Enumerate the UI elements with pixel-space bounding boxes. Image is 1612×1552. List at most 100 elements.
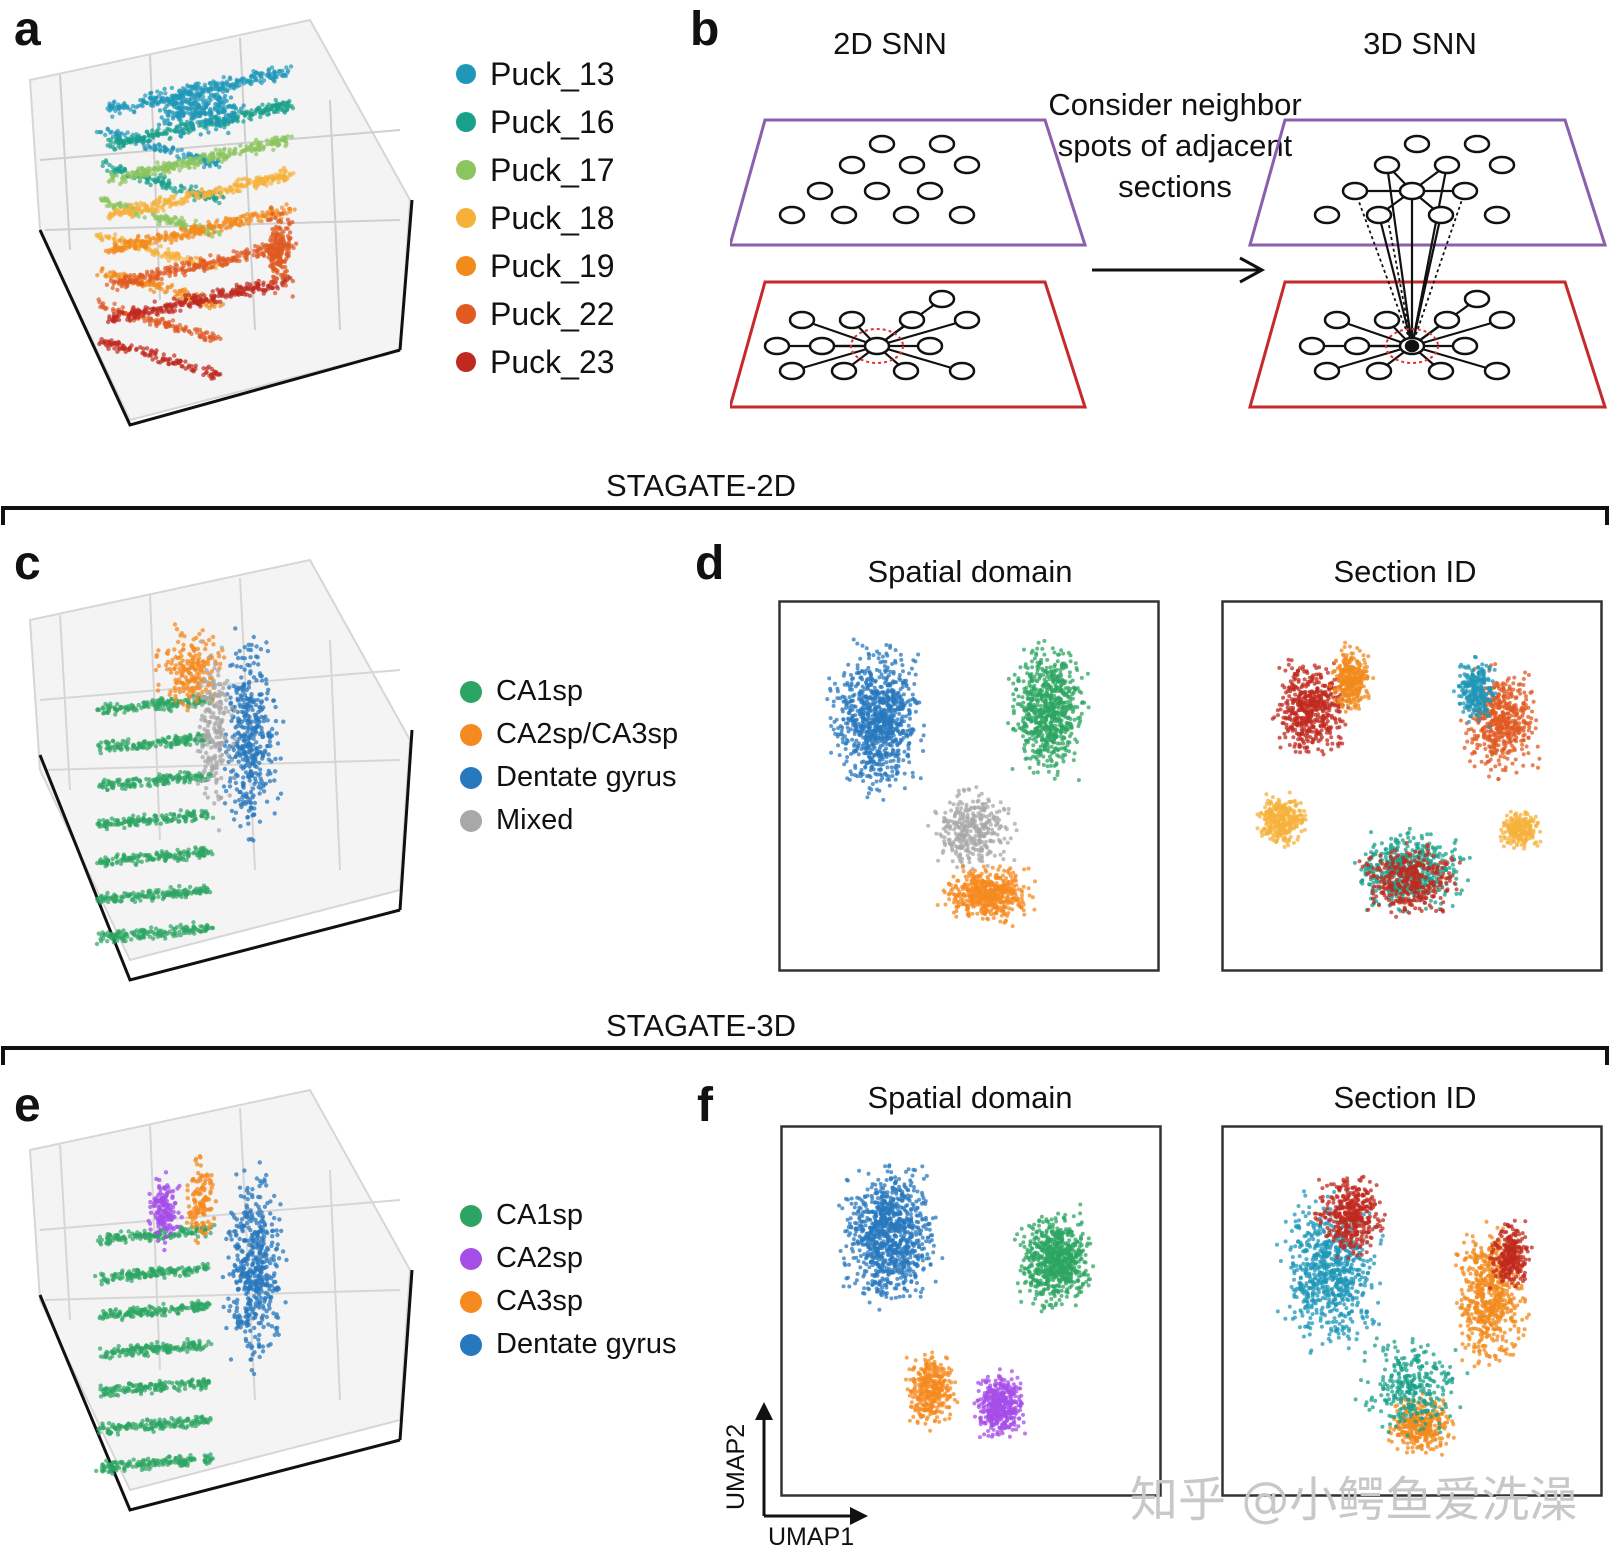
- snn-node: [1429, 207, 1453, 223]
- f-title-section-id: Section ID: [1255, 1080, 1555, 1116]
- plane-2d-top: [730, 120, 1085, 245]
- snn-node: [900, 157, 924, 173]
- snn-node: [930, 136, 954, 152]
- d-title-spatial-domain: Spatial domain: [820, 554, 1120, 590]
- legend-label: Puck_17: [490, 152, 615, 189]
- legend-swatch: [456, 112, 476, 132]
- snn-node: [808, 183, 832, 199]
- legend-label: Puck_22: [490, 296, 615, 333]
- legend-item: Puck_13: [456, 50, 615, 98]
- snn-node: [870, 136, 894, 152]
- legend-swatch: [460, 767, 482, 789]
- snn-node: [1345, 338, 1369, 354]
- legend-label: Puck_13: [490, 56, 615, 93]
- section-title-stagate-2d: STAGATE-2D: [606, 468, 796, 504]
- arrow-2d-to-3d: [1092, 258, 1262, 282]
- axes-box-a: [30, 20, 410, 420]
- legend-swatch: [456, 352, 476, 372]
- legend-swatch: [460, 1205, 482, 1227]
- panel-c-3d-scatter: [0, 540, 440, 990]
- legend-item: CA1sp: [460, 1194, 677, 1237]
- legend-label: Puck_18: [490, 200, 615, 237]
- bracket-stagate-3d: [0, 1045, 1612, 1069]
- legend-item: CA2sp: [460, 1237, 677, 1280]
- snn-node: [765, 338, 789, 354]
- legend-label: Mixed: [496, 804, 573, 837]
- legend-item: Dentate gyrus: [460, 1323, 677, 1366]
- legend-item: Puck_23: [456, 338, 615, 386]
- snn-node: [955, 157, 979, 173]
- snn-node: [1315, 207, 1339, 223]
- legend-item: Dentate gyrus: [460, 756, 678, 799]
- snn-node: [1400, 183, 1424, 199]
- snn-node: [1367, 363, 1391, 379]
- legend-label: CA1sp: [496, 1199, 583, 1232]
- legend-swatch: [460, 1334, 482, 1356]
- legend-label: CA2sp: [496, 1242, 583, 1275]
- panel-a-3d-scatter: [0, 0, 440, 450]
- legend-item: Mixed: [460, 799, 678, 842]
- legend-swatch: [460, 1248, 482, 1270]
- snn-node: [894, 207, 918, 223]
- d-umap-spatial-domain: [778, 600, 1160, 972]
- snn-node: [950, 207, 974, 223]
- snn-diagram: [730, 110, 1610, 420]
- snn-node: [1465, 291, 1489, 307]
- snn-node: [810, 338, 834, 354]
- legend-a: Puck_13 Puck_16 Puck_17 Puck_18 Puck_19 Puck_…: [456, 50, 615, 386]
- legend-item: Puck_16: [456, 98, 615, 146]
- d-title-section-id: Section ID: [1255, 554, 1555, 590]
- umap-axes-arrows: [740, 1400, 880, 1530]
- f-umap-section-id: [1221, 1125, 1603, 1497]
- x-axis-label-umap1: UMAP1: [768, 1523, 854, 1552]
- title-2d-snn: 2D SNN: [800, 26, 980, 62]
- snn-node: [780, 363, 804, 379]
- legend-swatch: [460, 724, 482, 746]
- snn-node: [1325, 312, 1349, 328]
- snn-node: [900, 312, 924, 328]
- snn-node: [918, 183, 942, 199]
- legend-item: CA3sp: [460, 1280, 677, 1323]
- legend-swatch: [456, 64, 476, 84]
- snn-node: [955, 312, 979, 328]
- snn-node: [1490, 312, 1514, 328]
- legend-swatch: [456, 208, 476, 228]
- snn-node: [840, 312, 864, 328]
- legend-item: Puck_17: [456, 146, 615, 194]
- legend-item: Puck_18: [456, 194, 615, 242]
- snn-node: [894, 363, 918, 379]
- snn-node: [1429, 363, 1453, 379]
- snn-node: [930, 291, 954, 307]
- snn-node: [790, 312, 814, 328]
- legend-label: CA2sp/CA3sp: [496, 718, 678, 751]
- snn-node: [1300, 338, 1324, 354]
- snn-node: [1490, 157, 1514, 173]
- panel-e-3d-scatter: [0, 1070, 440, 1530]
- snn-node: [918, 338, 942, 354]
- snn-node: [1406, 341, 1418, 351]
- snn-node: [832, 207, 856, 223]
- d-umap-section-id: [1221, 600, 1603, 972]
- legend-item: Puck_22: [456, 290, 615, 338]
- snn-node: [1485, 207, 1509, 223]
- snn-node: [1453, 338, 1477, 354]
- f-title-spatial-domain: Spatial domain: [820, 1080, 1120, 1116]
- legend-label: Puck_19: [490, 248, 615, 285]
- snn-node: [1315, 363, 1339, 379]
- legend-label: Puck_23: [490, 344, 615, 381]
- watermark: 知乎 @小鳄鱼爱洗澡: [1130, 1460, 1577, 1530]
- legend-item: Puck_19: [456, 242, 615, 290]
- bracket-stagate-2d: [0, 505, 1612, 529]
- snn-node: [1435, 157, 1459, 173]
- legend-item: CA2sp/CA3sp: [460, 713, 678, 756]
- legend-swatch: [456, 256, 476, 276]
- snn-node: [1435, 312, 1459, 328]
- snn-node: [950, 363, 974, 379]
- legend-swatch: [456, 160, 476, 180]
- snn-node: [1375, 312, 1399, 328]
- snn-node: [832, 363, 856, 379]
- panel-label-f: f: [697, 1082, 713, 1130]
- snn-node: [840, 157, 864, 173]
- snn-node: [1375, 157, 1399, 173]
- legend-swatch: [460, 1291, 482, 1313]
